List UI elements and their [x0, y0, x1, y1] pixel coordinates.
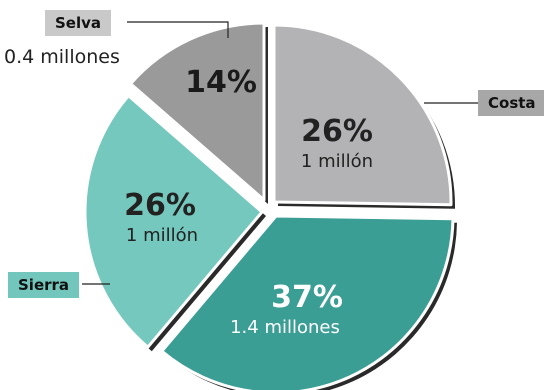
- pie-slice-selva: [129, 21, 266, 202]
- pie-slice-costa: [272, 23, 453, 207]
- legend-tag-selva: Selva: [45, 10, 112, 36]
- legend-tag-costa: Costa: [478, 90, 544, 116]
- slice-percent-sur: 37%: [271, 280, 343, 315]
- pie-slice-sierra: [83, 94, 264, 349]
- slice-value-sur: 1.4 millones: [230, 317, 340, 338]
- slice-value-sierra: 1 millón: [126, 225, 198, 246]
- slice-labels: 26% 1 millón 37% 1.4 millones 26% 1 mill…: [124, 65, 373, 338]
- legend-tag-sierra: Sierra: [8, 272, 80, 298]
- pie-slice-sur: [160, 214, 455, 390]
- slices: [83, 21, 455, 390]
- callout-value-selva: 0.4 millones: [4, 46, 120, 68]
- slice-value-costa: 1 millón: [301, 151, 373, 172]
- leader-line-selva: [127, 21, 229, 38]
- slice-percent-sierra: 26%: [124, 188, 196, 223]
- leader-lines: [82, 21, 478, 285]
- slice-percent-costa: 26%: [301, 114, 373, 149]
- slice-percent-selva: 14%: [185, 65, 257, 100]
